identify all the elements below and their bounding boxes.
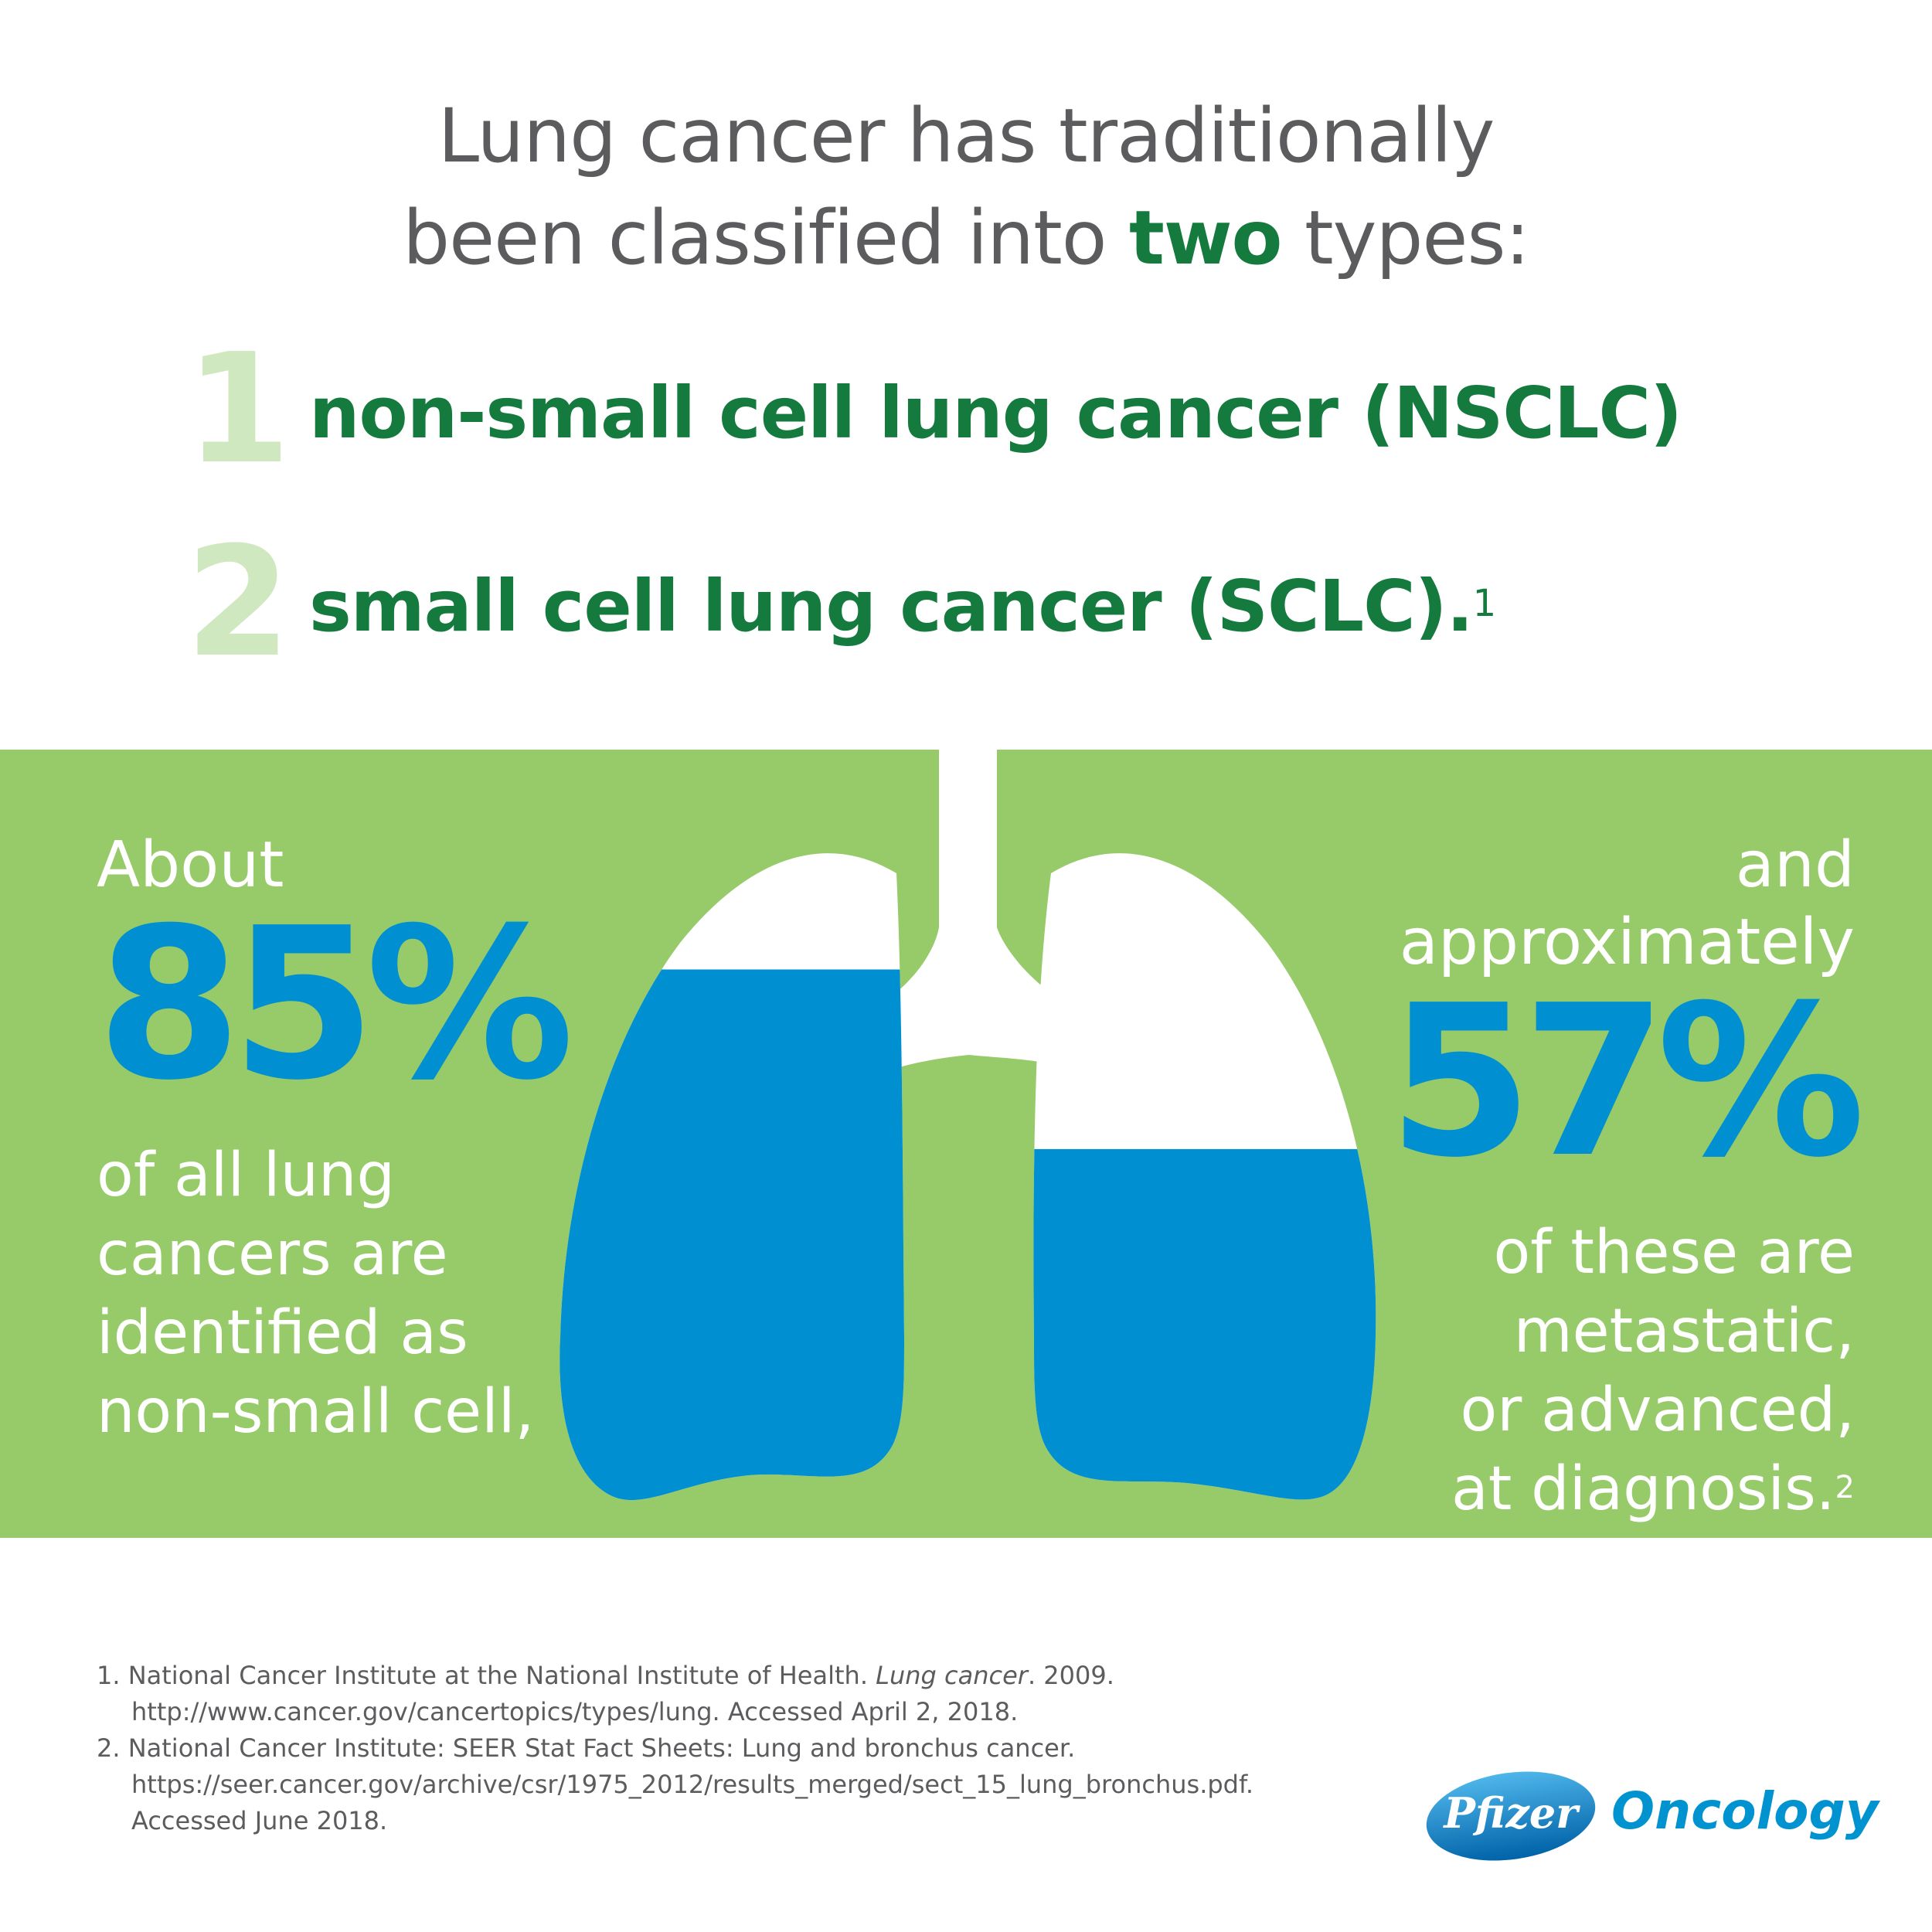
reference-line: 2. National Cancer Institute: SEER Stat …	[97, 1733, 1076, 1763]
left-lung	[560, 853, 904, 1501]
oncology-wordmark: Oncology	[1611, 1781, 1879, 1841]
reference-line: 1. National Cancer Institute at the Nati…	[97, 1658, 1372, 1694]
headline-line-2: been classified into two types:	[0, 187, 1932, 289]
stat-value: 85%	[97, 883, 574, 1126]
headline-emphasis: two	[1128, 195, 1283, 281]
pfizer-logo-pill: Pfizer	[1426, 1771, 1596, 1861]
stat-line: at diagnosis.2	[1267, 1450, 1855, 1529]
pfizer-wordmark: Pfizer	[1442, 1788, 1580, 1838]
headline-line-2-end: types:	[1281, 195, 1530, 281]
footnote-marker: 1	[1472, 582, 1497, 625]
reference-line: Accessed June 2018.	[131, 1806, 388, 1835]
stat-description: of these are metastatic, or advanced, at…	[1267, 1213, 1855, 1529]
reference-url: http://www.cancer.gov/cancertopics/types…	[131, 1697, 1019, 1726]
references: 1. National Cancer Institute at the Nati…	[97, 1658, 1372, 1839]
reference-2: 2. National Cancer Institute: SEER Stat …	[97, 1730, 1372, 1839]
reference-title: Lung cancer	[876, 1661, 1028, 1690]
stat-line: of all lung	[97, 1141, 395, 1210]
stat-line: of these are	[1493, 1218, 1855, 1287]
type-number: 1	[185, 321, 291, 498]
lungs-illustration	[560, 750, 1376, 1501]
reference-url: https://seer.cancer.gov/archive/csr/1975…	[131, 1770, 1254, 1799]
reference-text: . 2009.	[1027, 1661, 1114, 1690]
stat-line-text: at diagnosis.	[1451, 1454, 1835, 1524]
type-label-text: non-small cell lung cancer (NSCLC)	[309, 372, 1682, 454]
type-label: small cell lung cancer (SCLC).1	[309, 564, 1497, 649]
stat-line: cancers are	[97, 1219, 448, 1289]
stat-line: metastatic,	[1513, 1297, 1855, 1366]
stat-line: non-small cell,	[97, 1377, 535, 1447]
headline-line-1: Lung cancer has traditionally	[437, 93, 1495, 179]
type-label: non-small cell lung cancer (NSCLC)	[309, 371, 1682, 456]
nsclc-stat: About 85% of all lung cancers are identi…	[97, 827, 591, 1451]
pfizer-oncology-logo: Pfizer Oncology	[1422, 1766, 1879, 1866]
stat-lead-text: About	[97, 828, 284, 902]
left-lung-fill	[560, 969, 904, 1501]
headline-line-2-start: been classified into	[403, 195, 1129, 281]
type-number: 2	[185, 515, 291, 691]
reference-text: 1. National Cancer Institute at the Nati…	[97, 1661, 876, 1690]
stat-lead-text: and approximately	[1399, 828, 1855, 979]
stat-line: or advanced,	[1460, 1376, 1855, 1445]
type-label-text: small cell lung cancer (SCLC).	[309, 565, 1474, 648]
stat-line: identified as	[97, 1298, 468, 1368]
headline: Lung cancer has traditionally been class…	[0, 85, 1932, 289]
footnote-marker: 2	[1835, 1470, 1855, 1505]
stat-description: of all lung cancers are identified as no…	[97, 1136, 591, 1451]
reference-1: 1. National Cancer Institute at the Nati…	[97, 1658, 1372, 1730]
metastatic-stat: and approximately 57% of these are metas…	[1267, 827, 1866, 1529]
stat-value: 57%	[1387, 960, 1866, 1203]
right-lung-fill	[1033, 1148, 1376, 1500]
